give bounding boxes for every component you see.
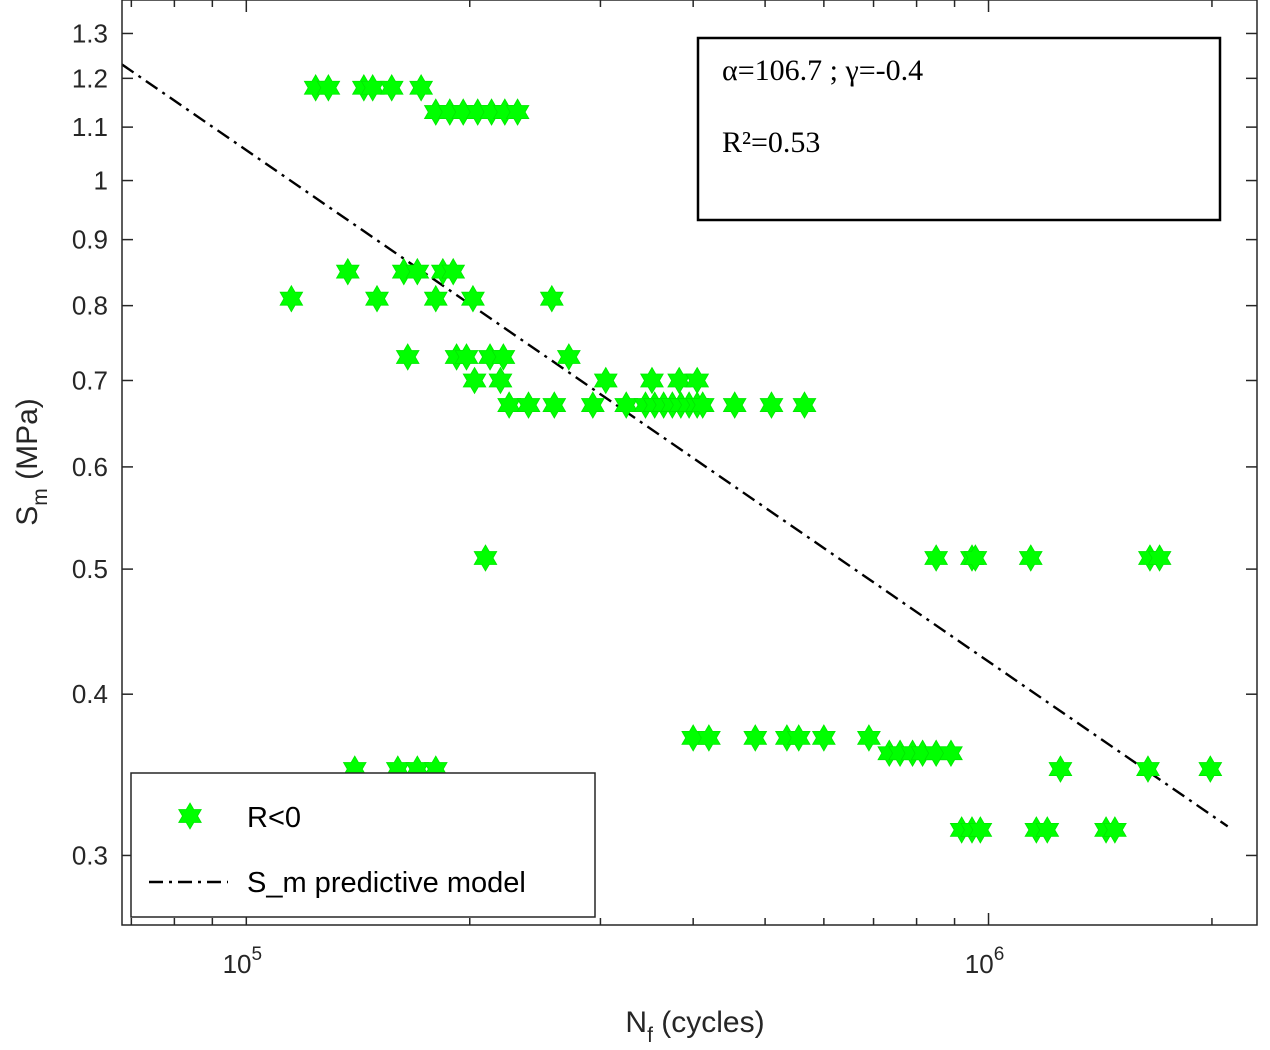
data-point	[811, 724, 836, 752]
legend: R<0 S_m predictive model	[130, 772, 596, 918]
data-point	[423, 284, 448, 313]
data-point	[516, 391, 541, 419]
data-point	[593, 366, 618, 395]
y-tick-label: 0.7	[72, 365, 108, 395]
scatter-points	[279, 73, 1223, 844]
y-tick-label: 0.6	[72, 452, 108, 482]
data-point	[316, 73, 341, 102]
x-axis-ticks: 105 106	[130, 0, 1213, 979]
y-tick-label: 1.1	[72, 112, 108, 142]
data-point	[1035, 816, 1060, 844]
x-tick-label: 106	[965, 944, 1005, 979]
data-point	[1102, 816, 1127, 844]
data-point	[488, 366, 513, 395]
annotation-params: α=106.7 ; γ=-0.4	[722, 54, 923, 87]
plot-frame	[121, 0, 1258, 926]
data-point	[640, 366, 664, 395]
y-tick-label: 0.3	[72, 840, 108, 870]
data-point	[539, 284, 564, 313]
data-point	[542, 391, 567, 419]
data-point	[379, 73, 404, 102]
legend-frame	[130, 772, 596, 918]
data-point	[786, 724, 811, 752]
data-point	[968, 816, 993, 844]
data-point	[556, 343, 581, 371]
data-point	[395, 343, 420, 371]
y-tick-label: 1.3	[72, 18, 108, 48]
x-tick-label: 105	[223, 944, 263, 979]
predictive-model-line	[122, 63, 1229, 828]
legend-label-model: S_m predictive model	[247, 867, 526, 899]
data-point	[939, 739, 963, 768]
data-point	[1136, 755, 1160, 783]
data-point	[743, 724, 768, 752]
data-point	[505, 98, 530, 126]
data-point	[856, 724, 881, 752]
y-axis-ticks: 0.3 0.4 0.5 0.6 0.7 0.8 0.9 1 1.1 1.2 1.3	[72, 18, 1257, 870]
data-point	[924, 544, 949, 572]
legend-star-shape	[178, 802, 202, 830]
data-point	[792, 391, 817, 419]
y-tick-label: 0.9	[72, 225, 108, 255]
data-point	[1198, 755, 1223, 783]
data-point	[963, 544, 988, 572]
data-point	[759, 391, 784, 419]
y-tick-label: 0.5	[72, 554, 108, 584]
data-point	[722, 391, 747, 419]
y-tick-label: 0.8	[72, 291, 108, 321]
data-point	[1147, 544, 1172, 572]
legend-marker-star	[178, 802, 202, 830]
data-point	[454, 343, 479, 371]
annotation-frame	[696, 36, 1222, 222]
data-point	[462, 366, 487, 395]
annotation-box: α=106.7 ; γ=-0.4 R²=0.53	[696, 36, 1222, 222]
y-tick-label: 1.2	[72, 63, 108, 93]
data-point	[473, 544, 498, 572]
annotation-r-squared: R²=0.53	[722, 126, 820, 159]
data-point	[1018, 544, 1043, 572]
y-axis-title: Sm (MPa)	[11, 398, 52, 526]
data-point	[580, 391, 605, 419]
data-point	[1048, 755, 1073, 783]
data-point	[405, 257, 430, 286]
y-tick-label: 1	[94, 166, 108, 196]
data-point	[279, 284, 304, 313]
data-point	[409, 73, 434, 102]
y-tick-label: 0.4	[72, 679, 108, 709]
legend-label-r-less-than-zero: R<0	[247, 802, 301, 834]
data-point	[696, 724, 721, 752]
data-point	[690, 391, 715, 419]
data-point	[460, 284, 485, 313]
data-point	[441, 257, 466, 286]
data-point	[365, 284, 389, 313]
data-point	[335, 257, 360, 286]
x-axis-title: Nf (cycles)	[625, 1006, 764, 1047]
data-point	[491, 343, 516, 371]
